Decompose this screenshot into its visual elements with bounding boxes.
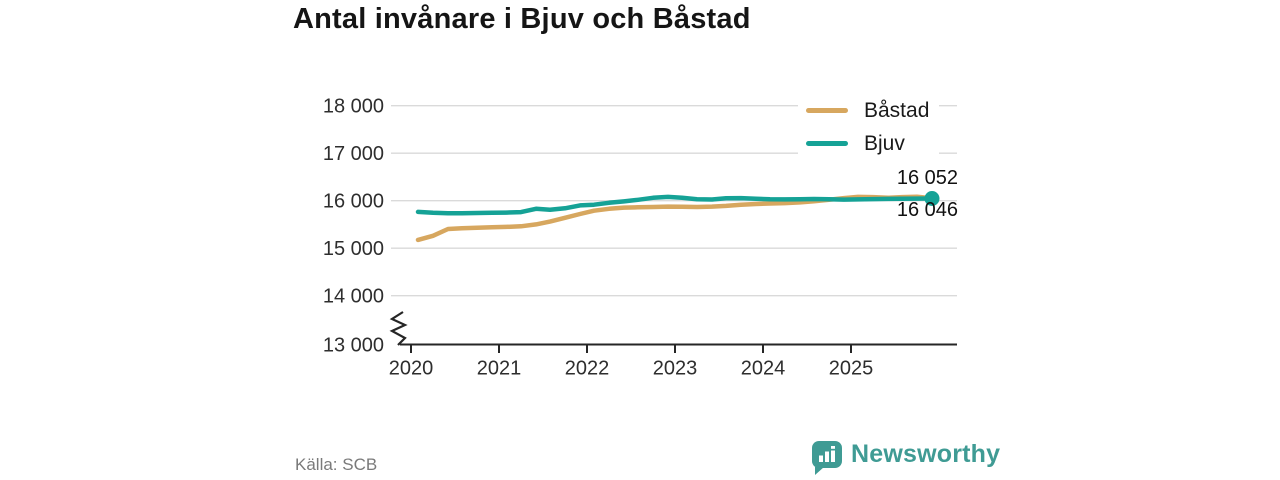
bjuv-line-swatch xyxy=(806,141,848,146)
end-value-bastad: 16 052 xyxy=(896,167,958,189)
legend-item-bjuv: Bjuv xyxy=(798,128,940,159)
end-value-bjuv: 16 046 xyxy=(896,199,958,221)
x-axis-tick-label: 2022 xyxy=(565,358,610,380)
x-axis-tick-label: 2025 xyxy=(829,358,874,380)
legend-label-bjuv: Bjuv xyxy=(864,131,905,155)
axis-break-icon xyxy=(389,311,408,346)
bar-chart-icon xyxy=(819,446,835,462)
chart-title: Antal invånare i Bjuv och Båstad xyxy=(293,3,751,35)
newsworthy-wordmark: Newsworthy xyxy=(851,440,1001,468)
newsworthy-branding: Newsworthy xyxy=(812,440,1001,475)
x-axis-tick-label: 2024 xyxy=(741,358,786,380)
y-axis-tick-label: 15 000 xyxy=(323,238,384,260)
series-end-dot xyxy=(924,191,940,206)
newsworthy-logo-icon xyxy=(812,441,842,475)
x-axis-tick-label: 2021 xyxy=(477,358,522,380)
source-note: Källa: SCB xyxy=(295,455,378,474)
legend-label-bastad: Båstad xyxy=(864,98,930,122)
legend: Båstad Bjuv xyxy=(798,95,940,159)
x-axis-tick-label: 2020 xyxy=(389,358,434,380)
y-axis-tick-label: 16 000 xyxy=(323,191,384,213)
series-line-bjuv xyxy=(415,194,935,216)
y-axis-tick-label: 17 000 xyxy=(323,143,384,165)
x-axis-tick-label: 2023 xyxy=(653,358,698,380)
legend-item-bastad: Båstad xyxy=(798,95,940,126)
y-axis-tick-label: 14 000 xyxy=(323,286,384,308)
bastad-line-swatch xyxy=(806,108,848,113)
y-axis-tick-label: 18 000 xyxy=(323,96,384,118)
y-axis-tick-label: 13 000 xyxy=(323,335,384,357)
